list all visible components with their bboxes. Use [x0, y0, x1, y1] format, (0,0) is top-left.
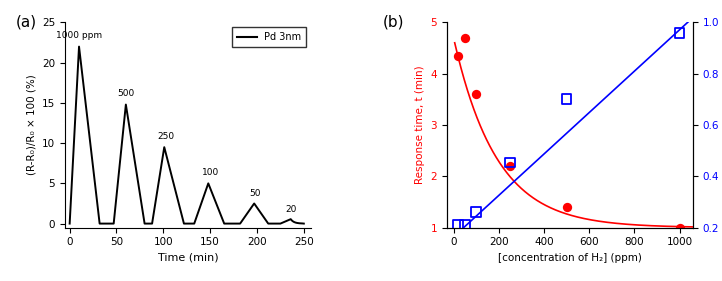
- Text: 1000 ppm: 1000 ppm: [56, 31, 102, 40]
- Text: 20: 20: [285, 205, 297, 214]
- Text: 500: 500: [117, 89, 134, 98]
- Text: 250: 250: [157, 132, 175, 141]
- Text: (a): (a): [16, 14, 37, 29]
- Point: [674, 30, 685, 35]
- X-axis label: [concentration of H₂] (ppm): [concentration of H₂] (ppm): [498, 253, 642, 263]
- Point: [452, 54, 464, 58]
- Text: 50: 50: [249, 189, 261, 198]
- Y-axis label: Response time, t (min): Response time, t (min): [415, 66, 425, 184]
- Point: [471, 92, 482, 96]
- Point: [561, 205, 573, 209]
- Point: [471, 210, 482, 214]
- Point: [459, 223, 471, 227]
- Point: [674, 225, 685, 230]
- Point: [504, 164, 516, 168]
- Y-axis label: (R-R₀)/R₀ × 100 (%): (R-R₀)/R₀ × 100 (%): [27, 75, 36, 175]
- Legend: Pd 3nm: Pd 3nm: [232, 27, 306, 47]
- Point: [452, 223, 464, 227]
- Point: [504, 160, 516, 165]
- Text: 100: 100: [201, 168, 219, 177]
- X-axis label: Time (min): Time (min): [158, 253, 219, 263]
- Point: [561, 97, 573, 102]
- Point: [459, 36, 471, 40]
- Text: (b): (b): [383, 14, 404, 29]
